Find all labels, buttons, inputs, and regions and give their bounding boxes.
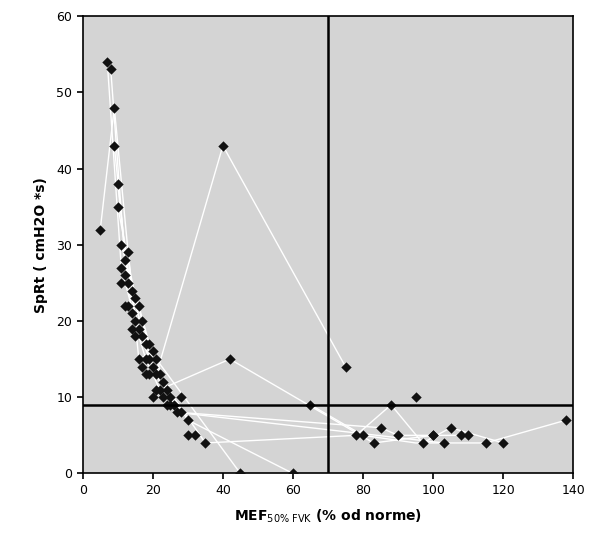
Point (116, 263, 126, 272)
Point (134, 324, 144, 333)
Point (369, 438, 378, 447)
Point (165, 393, 175, 401)
Point (176, 408, 186, 417)
Point (481, 438, 491, 447)
Point (127, 286, 137, 295)
Y-axis label: SpRt ( cmH2O *s): SpRt ( cmH2O *s) (34, 177, 48, 313)
Point (120, 271, 129, 280)
Point (428, 431, 438, 440)
Point (145, 355, 154, 364)
Point (358, 431, 368, 440)
Point (428, 431, 438, 440)
Point (439, 438, 449, 447)
Point (148, 393, 158, 401)
Point (109, 103, 119, 112)
Point (120, 256, 129, 264)
Point (151, 355, 161, 364)
Point (183, 416, 193, 424)
Point (446, 423, 455, 432)
Point (411, 393, 420, 401)
Point (183, 431, 193, 440)
Point (134, 301, 144, 310)
Point (218, 141, 228, 150)
Point (456, 431, 466, 440)
Point (131, 332, 140, 341)
Point (169, 400, 178, 409)
Point (113, 180, 122, 188)
Point (138, 363, 147, 371)
Point (463, 431, 473, 440)
Point (131, 294, 140, 302)
Point (200, 438, 210, 447)
Point (148, 363, 158, 371)
Point (561, 416, 571, 424)
Point (103, 58, 112, 66)
Point (165, 400, 175, 409)
Point (109, 141, 119, 150)
Point (124, 279, 133, 287)
Point (158, 393, 168, 401)
Point (134, 355, 144, 364)
Point (162, 400, 171, 409)
Point (498, 438, 508, 447)
Point (418, 438, 427, 447)
X-axis label: MEF$_{\rm 50\%\ FVK}$ (% od norme): MEF$_{\rm 50\%\ FVK}$ (% od norme) (234, 508, 422, 526)
Point (138, 317, 147, 325)
Point (127, 309, 137, 317)
Point (288, 469, 298, 478)
Point (387, 400, 396, 409)
Point (145, 370, 154, 379)
Point (155, 385, 164, 394)
Point (127, 324, 137, 333)
Point (124, 301, 133, 310)
Point (124, 248, 133, 257)
Point (145, 339, 154, 348)
Point (176, 393, 186, 401)
Point (106, 65, 115, 74)
Point (141, 370, 151, 379)
Point (376, 423, 385, 432)
Point (351, 431, 361, 440)
Point (120, 301, 129, 310)
Point (173, 408, 182, 417)
Point (151, 385, 161, 394)
Point (116, 279, 126, 287)
Point (162, 385, 171, 394)
Point (306, 400, 315, 409)
Point (148, 347, 158, 356)
Point (190, 431, 200, 440)
Point (236, 469, 245, 478)
Point (155, 370, 164, 379)
Point (113, 202, 122, 211)
Point (116, 240, 126, 249)
Point (158, 378, 168, 386)
Point (138, 332, 147, 341)
Point (225, 355, 235, 364)
Point (131, 317, 140, 325)
Point (151, 370, 161, 379)
Point (96, 225, 105, 234)
Point (394, 431, 403, 440)
Point (141, 339, 151, 348)
Point (341, 363, 350, 371)
Point (141, 355, 151, 364)
